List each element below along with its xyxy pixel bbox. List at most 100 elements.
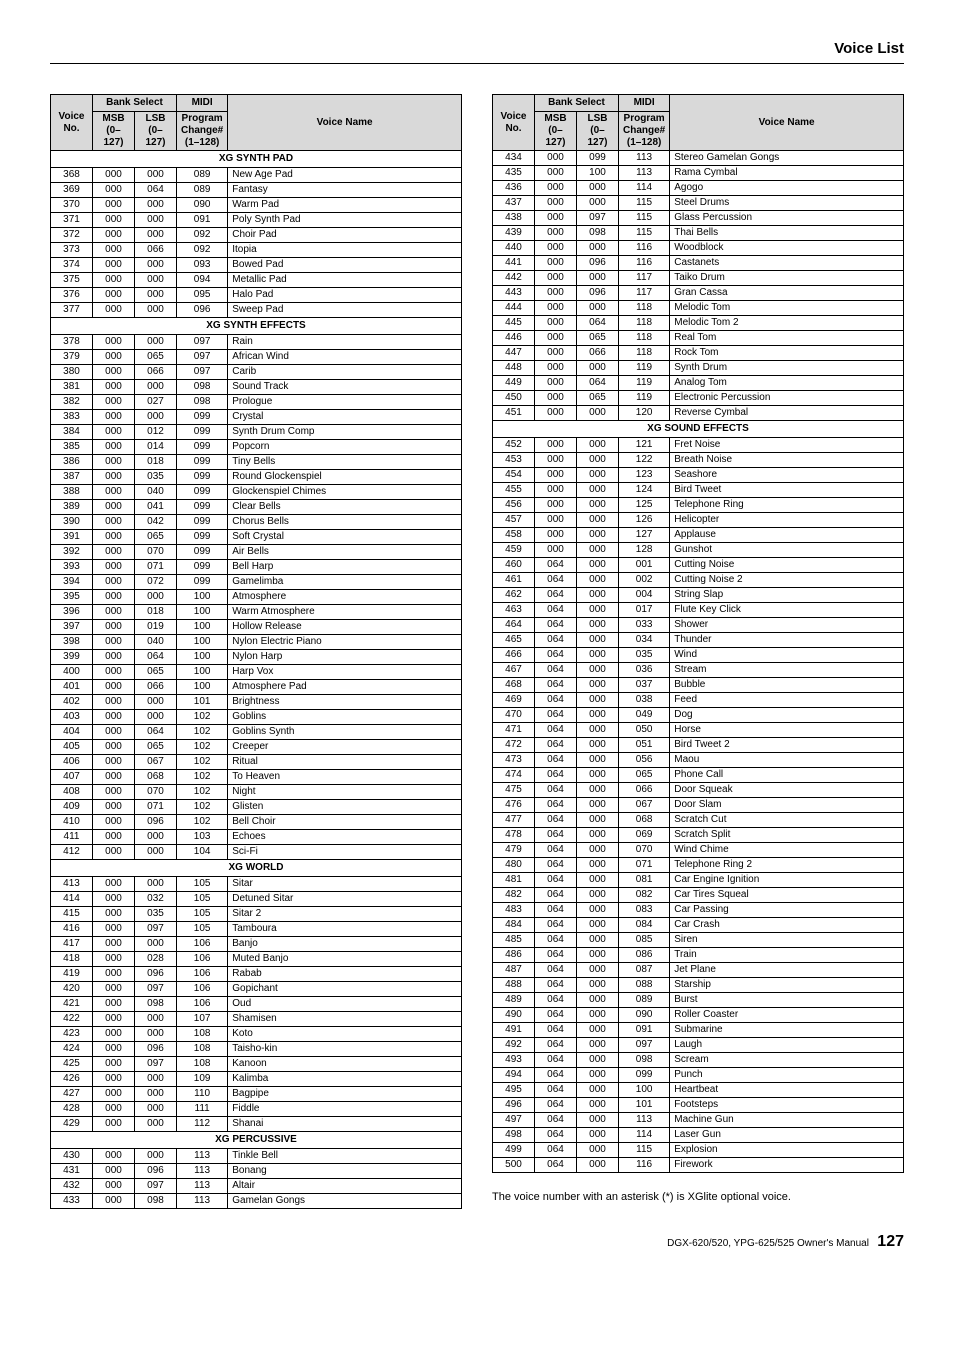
cell-voice-name: New Age Pad	[228, 168, 462, 183]
cell-m: 064	[535, 858, 577, 873]
table-row: 422000000107Shamisen	[51, 1012, 462, 1027]
cell-p: 100	[177, 605, 228, 620]
table-row: 479064000070Wind Chime	[493, 843, 904, 858]
cell-p: 034	[619, 633, 670, 648]
cell-v: 415	[51, 907, 93, 922]
cell-v: 411	[51, 830, 93, 845]
cell-voice-name: Synth Drum	[670, 361, 904, 376]
cell-p: 068	[619, 813, 670, 828]
cell-v: 398	[51, 635, 93, 650]
cell-v: 464	[493, 618, 535, 633]
cell-voice-name: Scratch Cut	[670, 813, 904, 828]
table-row: 419000096106Rabab	[51, 967, 462, 982]
cell-l: 070	[135, 785, 177, 800]
cell-v: 388	[51, 485, 93, 500]
cell-v: 480	[493, 858, 535, 873]
cell-p: 103	[177, 830, 228, 845]
cell-v: 452	[493, 438, 535, 453]
cell-v: 476	[493, 798, 535, 813]
cell-l: 000	[577, 573, 619, 588]
cell-p: 033	[619, 618, 670, 633]
cell-p: 100	[177, 590, 228, 605]
table-row: 491064000091Submarine	[493, 1023, 904, 1038]
cell-l: 000	[135, 845, 177, 860]
cell-m: 000	[93, 470, 135, 485]
cell-p: 098	[177, 395, 228, 410]
cell-m: 000	[93, 877, 135, 892]
cell-l: 000	[135, 1117, 177, 1132]
cell-m: 064	[535, 723, 577, 738]
cell-v: 387	[51, 470, 93, 485]
cell-voice-name: Chorus Bells	[228, 515, 462, 530]
cell-v: 472	[493, 738, 535, 753]
cell-v: 401	[51, 680, 93, 695]
cell-v: 484	[493, 918, 535, 933]
cell-voice-name: Tinkle Bell	[228, 1149, 462, 1164]
cell-l: 000	[577, 1053, 619, 1068]
table-row: 458000000127Applause	[493, 528, 904, 543]
cell-l: 000	[577, 1068, 619, 1083]
cell-l: 000	[577, 181, 619, 196]
cell-voice-name: Nylon Electric Piano	[228, 635, 462, 650]
table-row: 429000000112Shanai	[51, 1117, 462, 1132]
cell-voice-name: Explosion	[670, 1143, 904, 1158]
cell-m: 000	[93, 997, 135, 1012]
cell-m: 000	[93, 725, 135, 740]
cell-p: 099	[177, 560, 228, 575]
table-row: 424000096108Taisho-kin	[51, 1042, 462, 1057]
cell-m: 064	[535, 1143, 577, 1158]
cell-m: 064	[535, 1083, 577, 1098]
table-row: 430000000113Tinkle Bell	[51, 1149, 462, 1164]
cell-voice-name: Fret Noise	[670, 438, 904, 453]
table-row: XG PERCUSSIVE	[51, 1132, 462, 1149]
cell-voice-name: Metallic Pad	[228, 273, 462, 288]
table-row: 500064000116Firework	[493, 1158, 904, 1173]
cell-voice-name: Burst	[670, 993, 904, 1008]
cell-v: 432	[51, 1179, 93, 1194]
cell-m: 064	[535, 693, 577, 708]
table-row: 482064000082Car Tires Squeal	[493, 888, 904, 903]
table-row: 467064000036Stream	[493, 663, 904, 678]
cell-l: 068	[135, 770, 177, 785]
cell-v: 416	[51, 922, 93, 937]
cell-m: 064	[535, 603, 577, 618]
cell-m: 064	[535, 1008, 577, 1023]
header-program: Program Change# (1–128)	[619, 112, 670, 151]
cell-voice-name: Analog Tom	[670, 376, 904, 391]
cell-p: 117	[619, 286, 670, 301]
cell-voice-name: Kalimba	[228, 1072, 462, 1087]
cell-voice-name: Stream	[670, 663, 904, 678]
cell-l: 000	[135, 335, 177, 350]
cell-l: 066	[135, 365, 177, 380]
cell-m: 000	[535, 301, 577, 316]
cell-l: 000	[135, 273, 177, 288]
cell-v: 463	[493, 603, 535, 618]
table-row: 382000027098Prologue	[51, 395, 462, 410]
cell-voice-name: Brightness	[228, 695, 462, 710]
table-row: 393000071099Bell Harp	[51, 560, 462, 575]
cell-m: 000	[93, 605, 135, 620]
cell-l: 097	[135, 1057, 177, 1072]
table-row: 399000064100Nylon Harp	[51, 650, 462, 665]
cell-l: 000	[577, 1023, 619, 1038]
cell-p: 099	[177, 575, 228, 590]
cell-l: 000	[577, 663, 619, 678]
cell-p: 118	[619, 331, 670, 346]
cell-l: 000	[577, 1128, 619, 1143]
cell-m: 000	[535, 151, 577, 166]
cell-m: 064	[535, 678, 577, 693]
cell-l: 096	[577, 286, 619, 301]
header-voice-no: Voice No.	[51, 95, 93, 151]
table-row: 451000000120Reverse Cymbal	[493, 406, 904, 421]
table-row: 473064000056Maou	[493, 753, 904, 768]
cell-p: 094	[177, 273, 228, 288]
cell-l: 000	[135, 1012, 177, 1027]
cell-l: 000	[577, 828, 619, 843]
cell-v: 389	[51, 500, 93, 515]
cell-l: 000	[135, 228, 177, 243]
table-row: XG SYNTH PAD	[51, 151, 462, 168]
cell-m: 000	[535, 256, 577, 271]
cell-l: 000	[577, 693, 619, 708]
cell-voice-name: Altair	[228, 1179, 462, 1194]
cell-p: 102	[177, 740, 228, 755]
